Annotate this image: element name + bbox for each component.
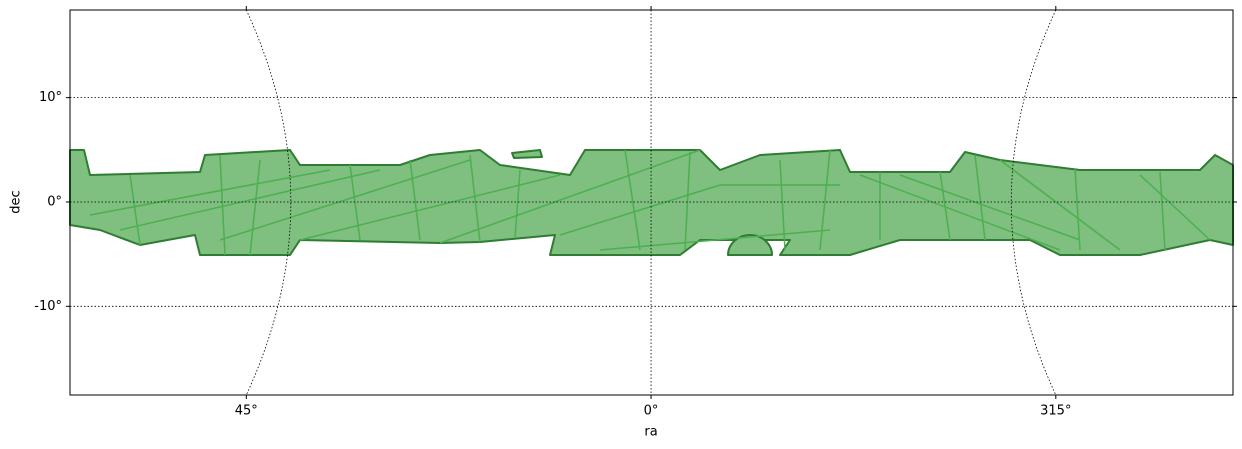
y-tick-label: -10°: [34, 299, 62, 314]
x-axis-label: ra: [644, 425, 657, 440]
footprint-tiles: [89, 149, 1211, 256]
x-tick-label: 45°: [235, 404, 258, 419]
footprint-blob: [511, 149, 543, 159]
y-tick-label: 10°: [39, 90, 62, 105]
x-tick-label: 315°: [1040, 404, 1071, 419]
footprint-region: [69, 149, 1234, 256]
y-tick-label: 0°: [47, 194, 62, 209]
y-axis-label: dec: [9, 190, 24, 213]
footprint-blob: [727, 234, 773, 256]
footprint: [69, 149, 1234, 256]
x-tick-label: 0°: [644, 404, 659, 419]
